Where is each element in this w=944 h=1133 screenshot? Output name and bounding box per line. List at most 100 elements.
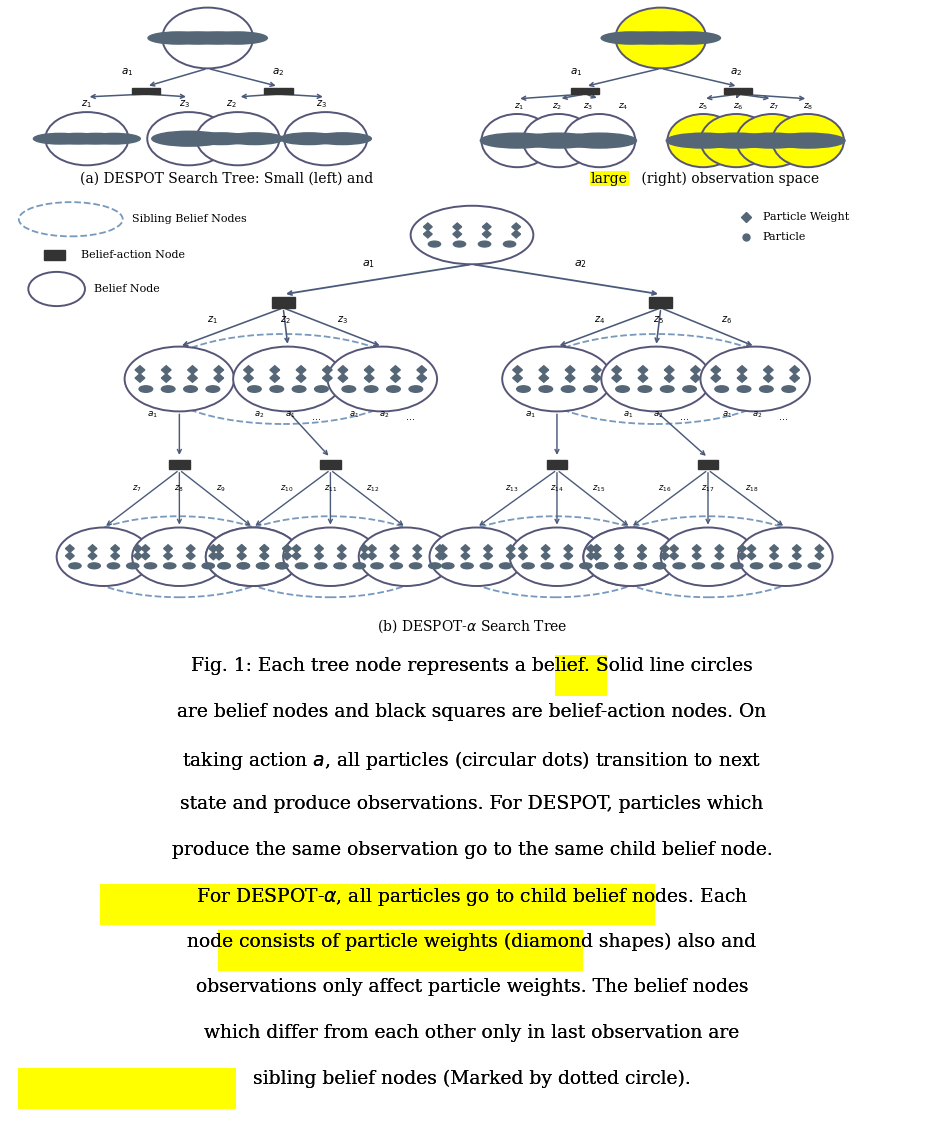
Polygon shape xyxy=(638,366,648,374)
Polygon shape xyxy=(188,374,197,382)
Circle shape xyxy=(541,563,553,569)
Polygon shape xyxy=(188,366,197,374)
Polygon shape xyxy=(292,545,301,553)
Bar xyxy=(132,88,160,94)
Polygon shape xyxy=(612,374,621,382)
Polygon shape xyxy=(539,374,548,382)
Polygon shape xyxy=(564,552,573,560)
Circle shape xyxy=(782,386,796,392)
Text: $z_1$: $z_1$ xyxy=(81,99,93,110)
Circle shape xyxy=(193,133,250,145)
Bar xyxy=(44,250,65,261)
Polygon shape xyxy=(637,545,647,553)
Polygon shape xyxy=(790,374,800,382)
Polygon shape xyxy=(141,552,150,560)
Circle shape xyxy=(634,563,647,569)
Text: $z_3$: $z_3$ xyxy=(315,99,327,110)
Text: $z_{12}$: $z_{12}$ xyxy=(366,484,379,494)
Text: $a_2$: $a_2$ xyxy=(255,410,264,420)
Text: For DESPOT-$\alpha$, all particles go to child belief nodes. Each: For DESPOT-$\alpha$, all particles go to… xyxy=(195,886,749,909)
Circle shape xyxy=(218,563,230,569)
Polygon shape xyxy=(413,545,422,553)
Polygon shape xyxy=(296,374,306,382)
Polygon shape xyxy=(615,545,624,553)
Text: taking action $a$, all particles (circular dots) transition to next: taking action $a$, all particles (circul… xyxy=(182,749,762,772)
Polygon shape xyxy=(815,545,824,553)
Ellipse shape xyxy=(206,528,300,586)
Polygon shape xyxy=(438,545,447,553)
Circle shape xyxy=(409,386,423,392)
Text: $a_1$: $a_1$ xyxy=(569,67,582,78)
Circle shape xyxy=(480,563,493,569)
Circle shape xyxy=(539,386,552,392)
Text: Particle: Particle xyxy=(763,232,806,242)
Circle shape xyxy=(769,563,782,569)
Circle shape xyxy=(561,563,573,569)
Text: observations only affect particle weights. The belief nodes: observations only affect particle weight… xyxy=(195,978,749,996)
Text: $a_2$: $a_2$ xyxy=(379,410,389,420)
Circle shape xyxy=(187,32,247,44)
Circle shape xyxy=(731,563,743,569)
Text: $a_1$: $a_1$ xyxy=(623,410,632,420)
Polygon shape xyxy=(637,545,647,553)
Polygon shape xyxy=(612,366,621,374)
Ellipse shape xyxy=(601,347,711,411)
Polygon shape xyxy=(764,374,773,382)
FancyBboxPatch shape xyxy=(18,1067,236,1109)
Text: $a_1$: $a_1$ xyxy=(349,410,359,420)
Polygon shape xyxy=(237,545,246,553)
Circle shape xyxy=(293,386,306,392)
Polygon shape xyxy=(691,366,700,374)
Text: $z_6$: $z_6$ xyxy=(733,101,744,112)
Text: $z_{18}$: $z_{18}$ xyxy=(745,484,758,494)
Circle shape xyxy=(750,563,763,569)
Polygon shape xyxy=(133,545,143,553)
Polygon shape xyxy=(483,552,493,560)
Polygon shape xyxy=(615,552,624,560)
Text: $a_1$: $a_1$ xyxy=(525,410,536,420)
Ellipse shape xyxy=(206,528,300,586)
Circle shape xyxy=(653,563,666,569)
Bar xyxy=(698,460,718,469)
Circle shape xyxy=(615,563,627,569)
Circle shape xyxy=(601,32,662,44)
Circle shape xyxy=(499,563,512,569)
Polygon shape xyxy=(390,545,399,553)
Polygon shape xyxy=(413,552,422,560)
Polygon shape xyxy=(110,552,120,560)
Circle shape xyxy=(789,563,801,569)
Circle shape xyxy=(202,563,214,569)
Polygon shape xyxy=(461,552,470,560)
Polygon shape xyxy=(214,552,224,560)
Polygon shape xyxy=(692,545,701,553)
Polygon shape xyxy=(586,552,596,560)
Circle shape xyxy=(615,386,630,392)
Circle shape xyxy=(615,563,627,569)
Polygon shape xyxy=(214,545,224,553)
Ellipse shape xyxy=(772,114,844,168)
Polygon shape xyxy=(435,545,445,553)
Polygon shape xyxy=(367,552,377,560)
Circle shape xyxy=(653,563,666,569)
Polygon shape xyxy=(638,374,648,382)
Text: $a_1$: $a_1$ xyxy=(362,258,375,271)
Text: (a) DESPOT Search Tree: Small (left) and: (a) DESPOT Search Tree: Small (left) and xyxy=(80,171,378,186)
Polygon shape xyxy=(133,552,143,560)
Text: which differ from each other only in last observation are: which differ from each other only in las… xyxy=(204,1024,740,1042)
Polygon shape xyxy=(669,552,679,560)
Text: (b) DESPOT-$\alpha$ Search Tree: (b) DESPOT-$\alpha$ Search Tree xyxy=(377,617,567,636)
Polygon shape xyxy=(541,552,550,560)
Polygon shape xyxy=(769,545,779,553)
Polygon shape xyxy=(391,374,400,382)
Circle shape xyxy=(257,563,269,569)
Polygon shape xyxy=(435,552,445,560)
Circle shape xyxy=(661,386,674,392)
Text: $z_7$: $z_7$ xyxy=(132,484,142,494)
Polygon shape xyxy=(453,230,462,238)
Polygon shape xyxy=(364,374,374,382)
Circle shape xyxy=(163,563,176,569)
Polygon shape xyxy=(660,552,669,560)
Circle shape xyxy=(583,386,598,392)
Text: $z_3$: $z_3$ xyxy=(337,314,347,326)
Polygon shape xyxy=(637,552,647,560)
